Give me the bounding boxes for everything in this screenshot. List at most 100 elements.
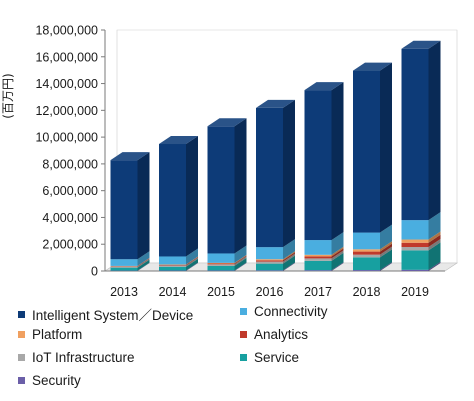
bar-segment-side	[380, 62, 392, 233]
bar-segment-side	[428, 261, 441, 271]
bar-segment-front	[304, 260, 332, 271]
legend-label: IoT Infrastructure	[32, 350, 135, 365]
bar-segment-front	[159, 264, 186, 266]
legend-label: Intelligent System／Device	[32, 308, 194, 323]
bar-segment-front	[207, 253, 235, 263]
legend-item-service: Service	[240, 350, 299, 365]
bar-segment-front	[304, 254, 332, 257]
bar-top-cap	[207, 118, 247, 127]
y-tick-label: 0	[91, 265, 98, 279]
legend-item-intelligent-system: Intelligent System／Device	[18, 304, 193, 324]
bar-segment-side	[137, 152, 150, 260]
bar-segment-side	[234, 245, 247, 263]
bar-segment-front	[353, 70, 380, 233]
legend-item-platform: Platform	[18, 327, 82, 342]
bar-segment-side	[186, 136, 198, 257]
x-tick-label: 2018	[353, 285, 381, 299]
bar-top-cap	[304, 82, 344, 91]
bar-segment-side	[137, 262, 150, 271]
bar-segment-side	[283, 262, 295, 271]
bar-top-cap	[159, 136, 198, 145]
bar-segment-side	[186, 258, 198, 271]
legend-label: Service	[254, 350, 300, 365]
bar-segment-side	[428, 231, 441, 243]
bar-segment-side	[283, 251, 295, 261]
legend-swatch	[240, 331, 247, 338]
x-tick-label: 2014	[159, 285, 187, 299]
bar-segment-front	[401, 242, 429, 248]
bar-segment-side	[234, 256, 247, 266]
y-axis-label: (百万円)	[1, 73, 15, 118]
bar-segment-side	[234, 254, 247, 264]
bar-segment-front	[401, 269, 429, 271]
bar-segment-side	[283, 253, 295, 264]
bar-segment-side	[137, 258, 150, 267]
legend-item-analytics: Analytics	[240, 327, 308, 342]
y-tick-label: 2,000,000	[42, 238, 98, 252]
bar-segment-side	[283, 239, 295, 260]
legend-label: Platform	[32, 327, 83, 342]
bar-segment-side	[283, 255, 295, 271]
legend-swatch	[18, 310, 25, 318]
y-tick-label: 10,000,000	[35, 131, 98, 145]
y-tick-label: 14,000,000	[35, 77, 98, 91]
legend-swatch	[18, 377, 25, 384]
bar-segment-side	[331, 82, 344, 241]
bar-segment-side	[380, 249, 392, 271]
legend-item-security: Security	[18, 373, 81, 388]
x-tick-label: 2013	[110, 285, 138, 299]
bar-segment-side	[186, 256, 198, 266]
bar-segment-front	[207, 126, 235, 254]
legend-label: Connectivity	[254, 304, 328, 319]
bar-top-cap	[256, 99, 295, 108]
bar-segment-front	[207, 264, 235, 266]
bar-segment-front	[401, 220, 429, 240]
bar-segment-front	[353, 257, 380, 271]
bar-segment-front	[207, 270, 235, 271]
y-tick-label: 6,000,000	[42, 184, 98, 198]
bar-segment-side	[428, 212, 441, 240]
bar-top-cap	[353, 62, 392, 71]
bar-segment-front	[110, 259, 138, 266]
bar-segment-side	[331, 248, 344, 259]
bar-segment-side	[234, 257, 247, 271]
y-tick-label: 12,000,000	[35, 104, 98, 118]
legend-swatch	[18, 354, 25, 361]
bar-segment-front	[353, 270, 380, 271]
bar-segment-side	[331, 232, 344, 255]
bar-segment-side	[234, 262, 247, 271]
y-tick-label: 18,000,000	[35, 24, 98, 38]
bar-segment-side	[380, 243, 392, 255]
bar-segment-front	[401, 48, 429, 221]
bar-segment-front	[304, 258, 332, 261]
bar-segment-side	[186, 257, 198, 267]
y-tick-label: 4,000,000	[42, 211, 98, 225]
bar-segment-front	[353, 249, 380, 252]
bar-segment-side	[380, 262, 392, 271]
bar-top-cap	[110, 152, 150, 161]
y-tick-label: 8,000,000	[42, 157, 98, 171]
bar-segment-front	[353, 251, 380, 255]
bar-segment-front	[159, 265, 186, 267]
bar-segment-front	[256, 259, 283, 261]
x-tick-label: 2019	[401, 285, 429, 299]
legend-item-iot-infrastructure: IoT Infrastructure	[18, 350, 135, 365]
bar-segment-front	[401, 239, 429, 243]
bar-segment-front	[304, 90, 332, 241]
bar-segment-side	[380, 246, 392, 258]
bar-segment-front	[353, 254, 380, 258]
legend-label: Security	[32, 373, 81, 388]
bar-segment-side	[186, 248, 198, 265]
bar-segment-side	[234, 118, 247, 254]
bar-segment-front	[207, 262, 235, 264]
bar-segment-side	[428, 40, 441, 221]
bar-segment-front	[159, 266, 186, 271]
bar-segment-front	[401, 250, 429, 270]
legend-swatch	[18, 331, 25, 338]
bar-segment-front	[207, 263, 235, 265]
bar-segment-front	[401, 247, 429, 251]
bar-segment-front	[304, 240, 332, 255]
bar-segment-side	[428, 239, 441, 251]
bar-segment-front	[110, 266, 138, 268]
bar-segment-front	[304, 256, 332, 259]
